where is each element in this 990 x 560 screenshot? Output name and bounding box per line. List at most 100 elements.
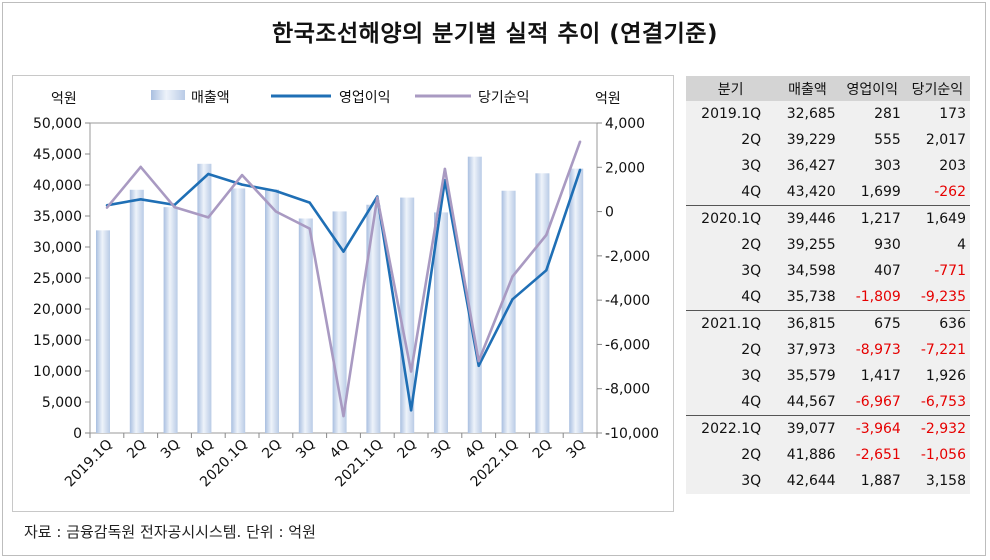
cell-quarter: 2022.1Q — [686, 415, 776, 442]
point-operating-profit — [409, 409, 413, 412]
right-tick-label: 4,000 — [605, 116, 645, 132]
bar-sales — [129, 189, 144, 433]
point-net-income — [240, 173, 244, 177]
point-operating-profit — [207, 172, 210, 176]
chart-panel: 50,000 45,000 40,000 35,000 30,000 25,000 20,0… — [12, 75, 674, 512]
left-tick-label: 50,000 — [33, 116, 82, 132]
table-row: 2019.1Q 32,685 281 173 — [686, 101, 970, 127]
cell-quarter: 2020.1Q — [686, 205, 776, 232]
bar-sales — [298, 218, 313, 433]
x-tick-label: 2019.1Q — [62, 437, 116, 491]
cell-net-income: 636 — [904, 310, 970, 337]
table-row: 2020.1Q 39,446 1,217 1,649 — [686, 205, 970, 232]
cell-sales: 41,886 — [775, 442, 840, 468]
bar-sales — [501, 190, 516, 433]
combo-chart: 50,000 45,000 40,000 35,000 30,000 25,000 20,0… — [33, 90, 659, 491]
x-tick-label: 3Q — [293, 437, 318, 462]
right-tick-label: 2,000 — [605, 160, 645, 176]
cell-operating-profit: 303 — [839, 153, 905, 179]
legend-swatch-sales — [151, 90, 185, 100]
cell-quarter: 2021.1Q — [686, 310, 776, 337]
table-row: 3Q 34,598 407 -771 — [686, 258, 970, 284]
cell-quarter: 2Q — [686, 337, 776, 363]
x-tick-label: 3Q — [428, 437, 453, 462]
page-title: 한국조선해양의 분기별 실적 추이 (연결기준) — [272, 21, 718, 47]
point-net-income — [173, 205, 176, 209]
right-tick-label: 0 — [605, 205, 614, 221]
left-tick-label: 45,000 — [33, 147, 82, 163]
cell-net-income: -7,221 — [904, 337, 970, 363]
cell-net-income: -262 — [904, 179, 970, 206]
bar-sales — [434, 212, 448, 433]
table-row: 4Q 35,738 -1,809 -9,235 — [686, 284, 970, 311]
cell-sales: 42,644 — [775, 468, 840, 494]
legend-label-operating-profit: 영업이익 — [339, 90, 391, 106]
cell-sales: 39,077 — [775, 415, 840, 442]
point-net-income — [308, 227, 311, 230]
cell-net-income: 173 — [904, 101, 970, 127]
cell-operating-profit: 1,417 — [839, 363, 905, 389]
x-tick-label: 4Q — [192, 437, 217, 462]
source-note: 자료 : 금융감독원 전자공시시스템. 단위 : 억원 — [24, 523, 316, 541]
cell-sales: 37,973 — [775, 337, 840, 363]
cell-net-income: 1,649 — [904, 205, 970, 232]
point-net-income — [207, 216, 210, 219]
cell-net-income: 1,926 — [904, 363, 970, 389]
bar-sales — [400, 197, 415, 433]
point-operating-profit — [342, 250, 345, 253]
cell-quarter: 4Q — [686, 179, 776, 206]
cell-net-income: -2,932 — [904, 415, 970, 442]
cell-sales: 35,579 — [775, 363, 840, 389]
point-net-income — [342, 414, 345, 418]
cell-sales: 35,738 — [775, 284, 840, 311]
cell-sales: 44,567 — [775, 389, 840, 416]
left-tick-label: 5,000 — [42, 395, 82, 411]
left-tick-label: 0 — [73, 426, 82, 442]
cell-operating-profit: -3,964 — [839, 415, 905, 442]
point-net-income — [139, 165, 142, 169]
right-tick-label: -4,000 — [605, 293, 650, 309]
x-tick-label: 3Q — [158, 437, 183, 462]
cell-net-income: 2,017 — [904, 127, 970, 153]
cell-net-income: 4 — [904, 232, 970, 258]
cell-quarter: 3Q — [686, 153, 776, 179]
header-net-income: 당기순익 — [904, 76, 970, 101]
cell-quarter: 2Q — [686, 442, 776, 468]
cell-quarter: 2Q — [686, 232, 776, 258]
cell-sales: 39,446 — [775, 205, 840, 232]
cell-operating-profit: 407 — [839, 258, 905, 284]
right-tick-label: -8,000 — [605, 382, 650, 398]
cell-net-income: -9,235 — [904, 284, 970, 311]
point-net-income — [409, 370, 413, 373]
table-header-row: 분기 매출액 영업이익 당기순익 — [686, 76, 970, 101]
cell-sales: 34,598 — [775, 258, 840, 284]
bar-sales — [535, 173, 550, 433]
cell-operating-profit: 281 — [839, 101, 905, 127]
x-tick-label: 4Q — [462, 437, 487, 462]
bar-sales — [163, 207, 178, 433]
cell-sales: 43,420 — [775, 179, 840, 206]
point-net-income — [545, 233, 548, 237]
cell-operating-profit: -8,973 — [839, 337, 905, 363]
cell-quarter: 2019.1Q — [686, 101, 776, 127]
table-row: 4Q 44,567 -6,967 -6,753 — [686, 389, 970, 416]
table-row: 2Q 37,973 -8,973 -7,221 — [686, 337, 970, 363]
right-axis-label: 억원 — [595, 91, 621, 107]
left-tick-label: 30,000 — [33, 240, 82, 256]
legend-label-net-income: 당기순익 — [478, 90, 530, 106]
cell-net-income: -1,056 — [904, 442, 970, 468]
cell-net-income: 3,158 — [904, 468, 970, 494]
point-operating-profit — [545, 269, 548, 272]
point-net-income — [578, 140, 582, 143]
cell-operating-profit: 930 — [839, 232, 905, 258]
bar-sales — [366, 204, 381, 433]
cell-operating-profit: 675 — [839, 310, 905, 337]
table-row: 4Q 43,420 1,699 -262 — [686, 179, 970, 206]
bar-sales — [197, 163, 212, 433]
x-tick-label: 2Q — [530, 437, 555, 462]
table-row: 2Q 41,886 -2,651 -1,056 — [686, 442, 970, 468]
cell-sales: 36,427 — [775, 153, 840, 179]
left-axis-label: 억원 — [51, 91, 77, 107]
point-operating-profit — [308, 201, 311, 204]
